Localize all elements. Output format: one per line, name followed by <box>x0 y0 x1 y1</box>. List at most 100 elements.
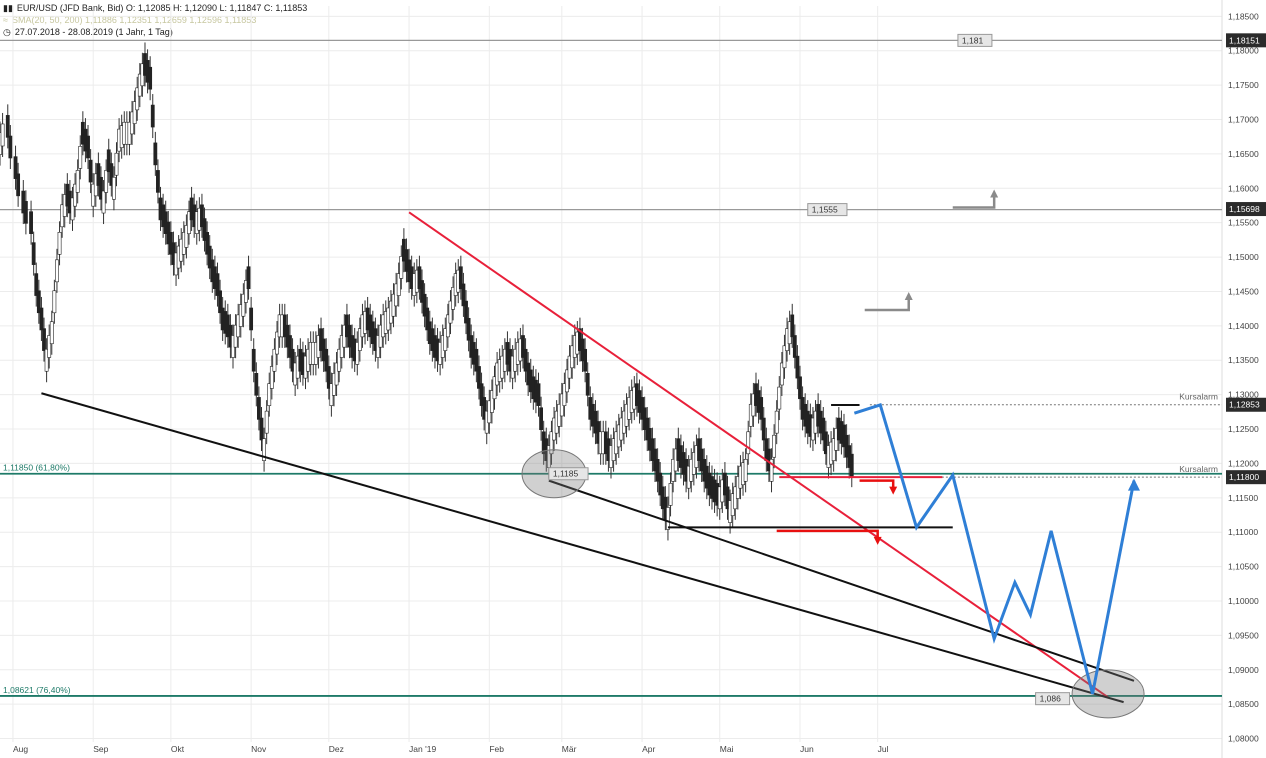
annotation-box <box>957 33 993 47</box>
price-candle <box>458 266 463 290</box>
y-tick-label: 1,09500 <box>1228 630 1259 640</box>
price-candle <box>492 376 497 400</box>
y-tick-label: 1,16000 <box>1228 183 1259 193</box>
x-tick-label: Jan '19 <box>409 744 436 754</box>
price-candle <box>264 410 269 434</box>
price-candle <box>539 407 543 431</box>
price-candle <box>44 348 49 372</box>
forecast-arrow <box>1127 478 1140 491</box>
price-candle <box>565 369 569 393</box>
price-candle <box>779 362 784 386</box>
price-candle <box>207 245 212 269</box>
y-tick-label: 1,12000 <box>1228 458 1259 468</box>
red-step-arrow <box>776 529 879 539</box>
price-candle <box>246 266 251 290</box>
range-line: 27.07.2018 - 28.08.2019 (1 Jahr, 1 Tag) <box>14 27 173 37</box>
price-candle <box>36 290 41 314</box>
price-candle <box>445 314 450 338</box>
red-step-arrow <box>859 479 895 489</box>
alarm-label: Kursalarm <box>1179 392 1218 402</box>
price-candle <box>49 321 54 345</box>
clock-icon: ◷ <box>3 27 11 37</box>
price-candle <box>5 115 10 138</box>
price-candle <box>490 390 494 413</box>
price-candle <box>823 431 828 455</box>
y-tick-label: 1,15000 <box>1228 252 1259 262</box>
red-arrow-head <box>889 486 898 495</box>
y-tick-label: 1,12500 <box>1228 424 1259 434</box>
price-candle <box>269 366 274 389</box>
red-arrow-head <box>873 536 882 545</box>
annotation-box <box>1035 692 1071 706</box>
highlight-ellipse <box>1071 669 1145 719</box>
y-tick-label: 1,18500 <box>1228 11 1259 21</box>
price-candle <box>658 472 663 496</box>
annotation-text: 1,181 <box>962 35 984 45</box>
price-candle <box>746 431 751 455</box>
y-tick-label: 1,11500 <box>1228 493 1258 503</box>
y-tick-label: 1,09000 <box>1228 665 1259 675</box>
price-candle <box>466 317 471 341</box>
annotation-text: 1,1185 <box>553 469 579 479</box>
price-candle <box>521 335 525 358</box>
price-candle <box>78 146 83 169</box>
price-tag-text: 1,11800 <box>1229 472 1259 482</box>
x-tick-label: Mai <box>720 744 734 754</box>
price-candle <box>798 376 802 400</box>
price-candle <box>324 348 329 372</box>
price-candle <box>523 348 528 372</box>
candles-icon: ▮▮ <box>3 3 13 13</box>
price-candle <box>200 204 204 228</box>
price-candle <box>106 149 111 173</box>
price-candle <box>70 197 75 221</box>
sma-icon: ≈ <box>3 15 8 25</box>
price-candle <box>334 362 339 386</box>
annotation-text: 1,086 <box>1040 694 1062 704</box>
price-tag <box>1226 33 1266 48</box>
price-candle <box>132 101 137 124</box>
price-candle <box>355 342 360 365</box>
price-tag-text: 1,18151 <box>1229 35 1260 45</box>
price-candle <box>461 283 466 307</box>
price-candle <box>655 458 660 482</box>
x-tick-label: Sep <box>93 744 108 754</box>
grey-arrow-head <box>990 189 999 198</box>
price-candle <box>288 335 292 358</box>
price-candle <box>202 218 207 241</box>
price-tag <box>1226 202 1266 217</box>
grid <box>0 6 1222 742</box>
price-candle <box>849 453 854 477</box>
price-candle <box>187 211 191 234</box>
price-candle <box>792 335 797 358</box>
price-candle <box>55 259 59 283</box>
price-candle <box>251 348 256 372</box>
price-candle <box>425 307 430 331</box>
price-candle <box>73 183 77 207</box>
annotation-box <box>807 203 848 217</box>
price-candle <box>42 328 46 351</box>
price-candle <box>448 300 453 324</box>
price-candle <box>75 170 80 193</box>
annotation-box <box>548 467 589 481</box>
y-tick-label: 1,16500 <box>1228 149 1259 159</box>
price-candle <box>772 434 777 458</box>
level-label: 1,08621 (76,40%) <box>3 685 71 695</box>
price-candle <box>96 163 101 186</box>
trendline <box>41 392 1124 704</box>
price-candle <box>241 293 246 317</box>
price-tag <box>1226 470 1266 485</box>
price-candle <box>474 348 479 372</box>
price-candle <box>668 483 673 506</box>
price-candle <box>184 225 189 248</box>
price-candle <box>114 152 119 176</box>
price-candle <box>259 417 264 441</box>
x-tick-label: Mär <box>562 744 577 754</box>
price-bars <box>0 42 854 541</box>
price-candle <box>256 397 261 420</box>
price-candle <box>725 486 730 510</box>
price-candle <box>153 142 158 166</box>
price-candle <box>16 173 21 197</box>
x-tick-label: Jun <box>800 744 814 754</box>
price-candle <box>31 242 36 265</box>
